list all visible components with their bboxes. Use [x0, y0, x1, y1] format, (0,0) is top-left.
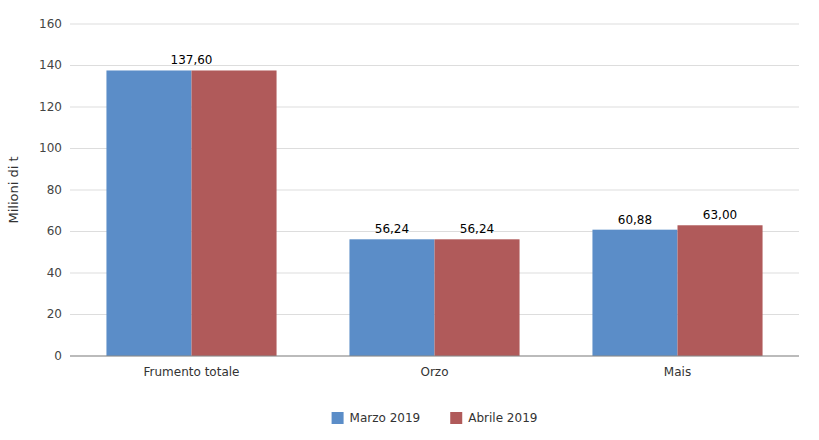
legend: Marzo 2019 Abrile 2019 — [332, 411, 538, 425]
legend-swatch — [332, 412, 344, 424]
y-tick-label: 80 — [47, 183, 62, 197]
y-tick-label: 100 — [39, 141, 62, 155]
y-tick-label: 160 — [39, 17, 62, 31]
y-tick-label: 60 — [47, 224, 62, 238]
x-tick-label: Mais — [664, 365, 691, 379]
data-label: 56,24 — [375, 222, 409, 236]
y-tick-label: 140 — [39, 58, 62, 72]
data-label: 137,60 — [171, 53, 213, 67]
data-label: 63,00 — [703, 208, 737, 222]
y-tick-label: 20 — [47, 307, 62, 321]
y-tick-label: 0 — [54, 349, 62, 363]
legend-swatch — [450, 412, 462, 424]
legend-label: Abrile 2019 — [468, 411, 537, 425]
y-tick-label: 40 — [47, 266, 62, 280]
bar — [192, 70, 277, 356]
bar — [106, 70, 191, 356]
chart: 0 20 40 60 80 100 120 140 160 Frumento totale Orzo… — [0, 0, 819, 440]
data-labels: 137,60 56,24 56,24 60,88 63,00 — [171, 53, 738, 236]
bar — [678, 225, 763, 356]
x-tick-label: Frumento totale — [144, 365, 240, 379]
grid — [70, 24, 799, 356]
legend-label: Marzo 2019 — [350, 411, 421, 425]
grid-line — [70, 356, 799, 357]
bar — [435, 239, 520, 356]
bars — [106, 70, 762, 356]
data-label: 60,88 — [618, 213, 652, 227]
bar — [349, 239, 434, 356]
y-axis-label: Milioni di t — [6, 156, 21, 223]
bar — [592, 230, 677, 356]
x-tick-label: Orzo — [420, 365, 448, 379]
legend-item: Marzo 2019 — [332, 411, 421, 425]
grid-line — [70, 24, 799, 25]
y-tick-label: 120 — [39, 100, 62, 114]
legend-item: Abrile 2019 — [450, 411, 537, 425]
chart-container: 0 20 40 60 80 100 120 140 160 Frumento totale Orzo… — [0, 0, 819, 440]
x-axis-line — [70, 356, 799, 357]
data-label: 56,24 — [460, 222, 494, 236]
